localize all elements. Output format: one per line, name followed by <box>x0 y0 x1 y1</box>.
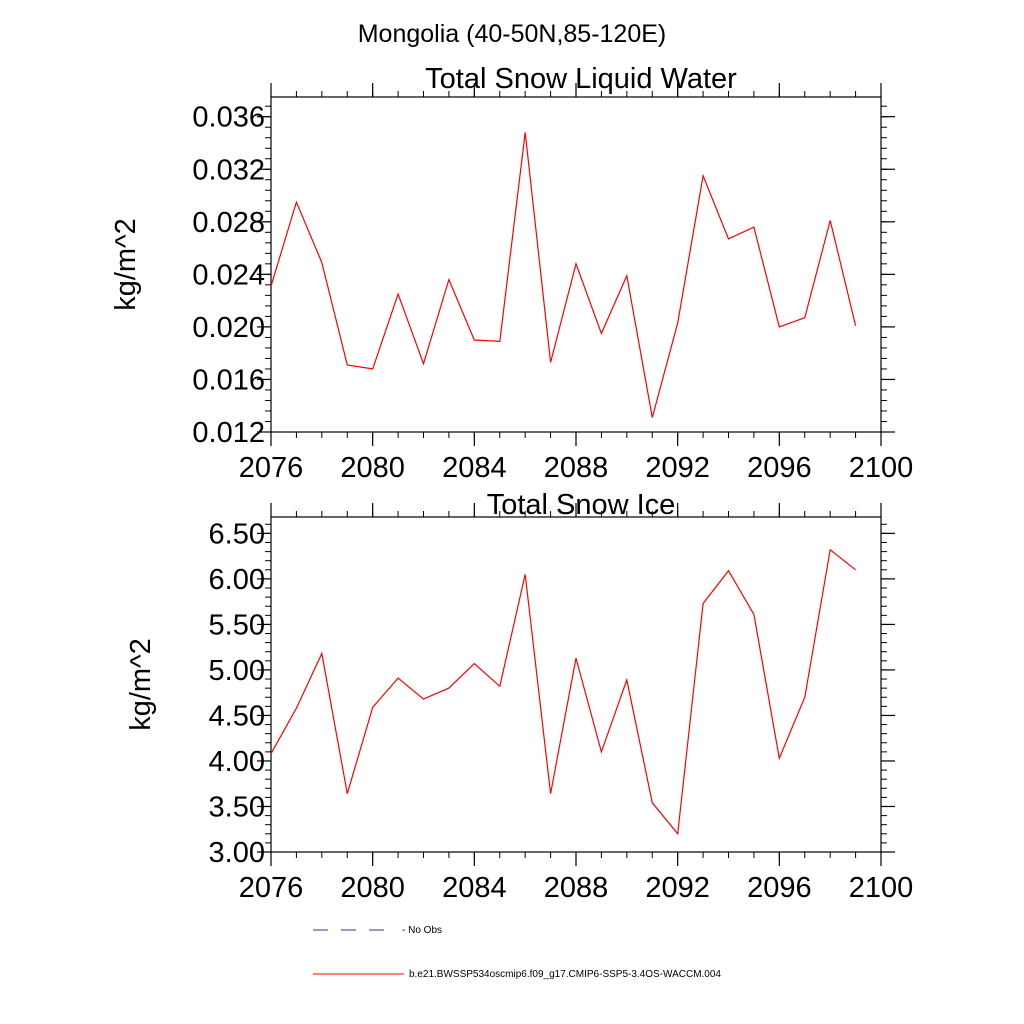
legend-label-no-obs: - No Obs <box>402 925 442 936</box>
x-tick-label: 2100 <box>849 452 914 484</box>
x-tick-label: 2080 <box>340 872 405 904</box>
y-tick-label: 0.016 <box>192 364 265 396</box>
y-tick-label: 5.50 <box>209 609 265 641</box>
x-tick-label: 2084 <box>442 872 507 904</box>
y-tick-label: 0.032 <box>192 154 265 186</box>
x-tick-label: 2084 <box>442 452 507 484</box>
y-tick-label: 4.00 <box>209 746 265 778</box>
plot-frame <box>270 516 882 853</box>
y-tick-label: 6.00 <box>209 564 265 596</box>
y-tick-label: 3.00 <box>209 837 265 869</box>
x-tick-label: 2096 <box>747 872 812 904</box>
y-axis-label: kg/m^2 <box>125 638 157 731</box>
x-tick-label: 2096 <box>747 452 812 484</box>
legend-label-model-run: b.e21.BWSSP534oscmip6.f09_g17.CMIP6-SSP5… <box>409 969 721 980</box>
y-tick-label: 0.020 <box>192 312 265 344</box>
y-tick-label: 0.036 <box>192 102 265 134</box>
chart-title: Total Snow Liquid Water <box>425 63 737 95</box>
legend: - No Obs b.e21.BWSSP534oscmip6.f09_g17.C… <box>313 925 721 980</box>
x-tick-label: 2076 <box>239 872 304 904</box>
x-tick-label: 2080 <box>340 452 405 484</box>
panel-total-snow-liquid-water: Total Snow Liquid Water kg/m^2 2076 2080 208… <box>110 63 913 484</box>
series-line <box>270 132 857 418</box>
y-tick-label: 3.50 <box>209 791 265 823</box>
y-tick-label: 0.028 <box>192 207 265 239</box>
y-tick-label: 4.50 <box>209 700 265 732</box>
series-line <box>270 548 856 836</box>
y-tick-label: 6.50 <box>209 518 265 550</box>
x-tick-label: 2076 <box>239 452 304 484</box>
panel-total-snow-ice: Total Snow Ice kg/m^2 2076 2080 2084 2088 2092… <box>125 489 913 904</box>
y-axis-label: kg/m^2 <box>110 218 142 311</box>
figure-title: Mongolia (40-50N,85-120E) <box>358 20 667 48</box>
y-tick-label: 0.012 <box>192 417 265 449</box>
x-tick-label: 2088 <box>544 452 609 484</box>
x-tick-label: 2092 <box>645 452 710 484</box>
x-tick-label: 2092 <box>645 872 710 904</box>
x-tick-label: 2100 <box>849 872 914 904</box>
y-tick-label: 0.024 <box>192 259 265 291</box>
y-tick-label: 5.00 <box>209 655 265 687</box>
chart-title: Total Snow Ice <box>487 489 676 521</box>
x-tick-label: 2088 <box>544 872 609 904</box>
